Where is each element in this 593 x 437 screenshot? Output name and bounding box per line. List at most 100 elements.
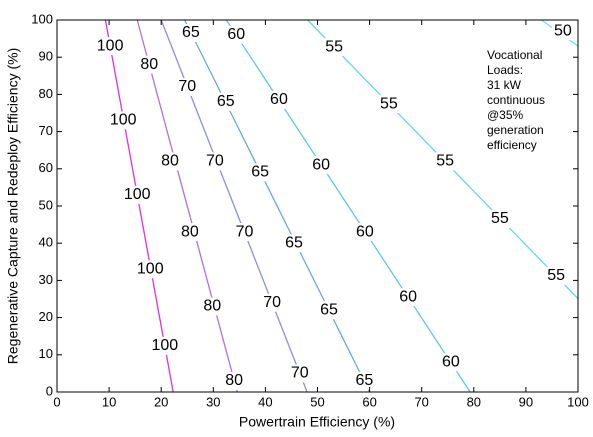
x-tick-label: 100 — [567, 394, 589, 409]
contour-label: 65 — [355, 372, 373, 389]
contour-label-bg — [203, 152, 226, 171]
contour-label: 80 — [161, 153, 179, 170]
y-tick-label: 40 — [39, 235, 53, 250]
contour-label-bg — [121, 185, 153, 204]
contour-label-bg — [310, 156, 333, 175]
contour-label: 55 — [491, 210, 509, 227]
x-tick-label: 50 — [310, 394, 324, 409]
annotation: 31 kW — [487, 78, 522, 92]
contour-label-bg — [551, 22, 574, 41]
contour-label: 60 — [312, 156, 330, 173]
contour-label-bg — [377, 95, 400, 114]
contour-label: 55 — [325, 38, 343, 55]
contour-label-bg — [267, 90, 290, 109]
x-tick-label: 60 — [362, 394, 376, 409]
y-tick-label: 100 — [31, 11, 53, 26]
contour-label-bg — [178, 223, 201, 242]
contour-label-bg — [149, 336, 181, 355]
contour-label: 60 — [270, 91, 288, 108]
x-tick-label: 40 — [258, 394, 272, 409]
contour-label-bg — [94, 37, 126, 56]
contour-label: 60 — [442, 353, 460, 370]
y-tick-label: 60 — [39, 160, 53, 175]
contour-label-bg — [317, 301, 340, 320]
x-tick-label: 70 — [414, 394, 428, 409]
contour-label-bg — [214, 92, 237, 111]
annotation: @35% — [487, 108, 524, 122]
contour-label: 65 — [182, 24, 200, 41]
contour-label-bg — [201, 297, 224, 316]
contour-label: 70 — [178, 78, 196, 95]
contour-label-bg — [439, 353, 462, 372]
contour-label: 65 — [320, 301, 338, 318]
annotation: continuous — [487, 93, 545, 107]
y-tick-label: 80 — [39, 86, 53, 101]
y-tick-label: 20 — [39, 309, 53, 324]
contour-label: 80 — [203, 298, 221, 315]
contour-label-bg — [179, 24, 202, 43]
contour-label: 100 — [151, 337, 178, 354]
y-axis-label: Regenerative Capture and Redeploy Effici… — [5, 48, 21, 364]
y-tick-label: 30 — [39, 272, 53, 287]
contour-label-bg — [353, 223, 376, 242]
contour-line — [225, 19, 471, 393]
x-tick-label: 0 — [53, 394, 60, 409]
y-tick-label: 10 — [39, 346, 53, 361]
contour-label: 70 — [206, 153, 224, 170]
contour-label: 70 — [263, 294, 281, 311]
annotation: generation — [487, 123, 544, 137]
contour-label: 65 — [251, 164, 269, 181]
y-tick-label: 90 — [39, 49, 53, 64]
contour-label-bg — [159, 152, 182, 171]
contour-label: 55 — [547, 267, 565, 284]
contour-label-bg — [488, 210, 511, 229]
contour-label: 55 — [380, 95, 398, 112]
contour-label: 60 — [399, 288, 417, 305]
contour-label: 70 — [291, 365, 309, 382]
contour-label: 60 — [356, 223, 374, 240]
y-tick-label: 0 — [46, 383, 53, 398]
contour-line — [104, 19, 174, 393]
contour-label-bg — [107, 111, 139, 130]
contour-label: 80 — [181, 223, 199, 240]
contour-label-bg — [176, 77, 199, 96]
contour-label: 100 — [137, 260, 164, 277]
contour-line — [160, 19, 308, 393]
contour-label: 50 — [554, 22, 572, 39]
x-axis-label: Powertrain Efficiency (%) — [239, 414, 395, 430]
contour-label-bg — [249, 163, 272, 182]
contour-label-bg — [223, 371, 246, 390]
contour-label-bg — [233, 223, 256, 242]
x-tick-label: 30 — [206, 394, 220, 409]
contour-label: 80 — [140, 56, 158, 73]
annotation: efficiency — [487, 138, 537, 152]
contour-label-bg — [288, 364, 311, 383]
x-tick-label: 90 — [519, 394, 533, 409]
contour-label: 100 — [97, 37, 124, 54]
x-tick-label: 20 — [154, 394, 168, 409]
contour-line — [184, 19, 371, 393]
contour-label: 100 — [110, 112, 137, 129]
contour-label-bg — [323, 38, 346, 57]
contour-line — [136, 19, 238, 393]
contour-label-bg — [397, 288, 420, 307]
contour-label: 100 — [124, 186, 151, 203]
annotation: Vocational — [487, 48, 542, 62]
contour-label: 60 — [227, 26, 245, 43]
contour-label: 70 — [236, 223, 254, 240]
contour-label-bg — [225, 25, 248, 44]
contour-label: 80 — [225, 372, 243, 389]
contour-label-bg — [138, 55, 161, 74]
contour-label-bg — [353, 371, 376, 390]
y-tick-label: 70 — [39, 123, 53, 138]
contour-label-bg — [545, 266, 568, 285]
y-tick-label: 50 — [39, 197, 53, 212]
contour-label-bg — [261, 293, 284, 312]
contour-label: 55 — [436, 153, 454, 170]
x-tick-label: 80 — [467, 394, 481, 409]
contour-label-bg — [434, 152, 457, 171]
contour-label: 65 — [285, 234, 303, 251]
contour-label-bg — [134, 260, 166, 279]
contour-label-bg — [283, 234, 306, 253]
